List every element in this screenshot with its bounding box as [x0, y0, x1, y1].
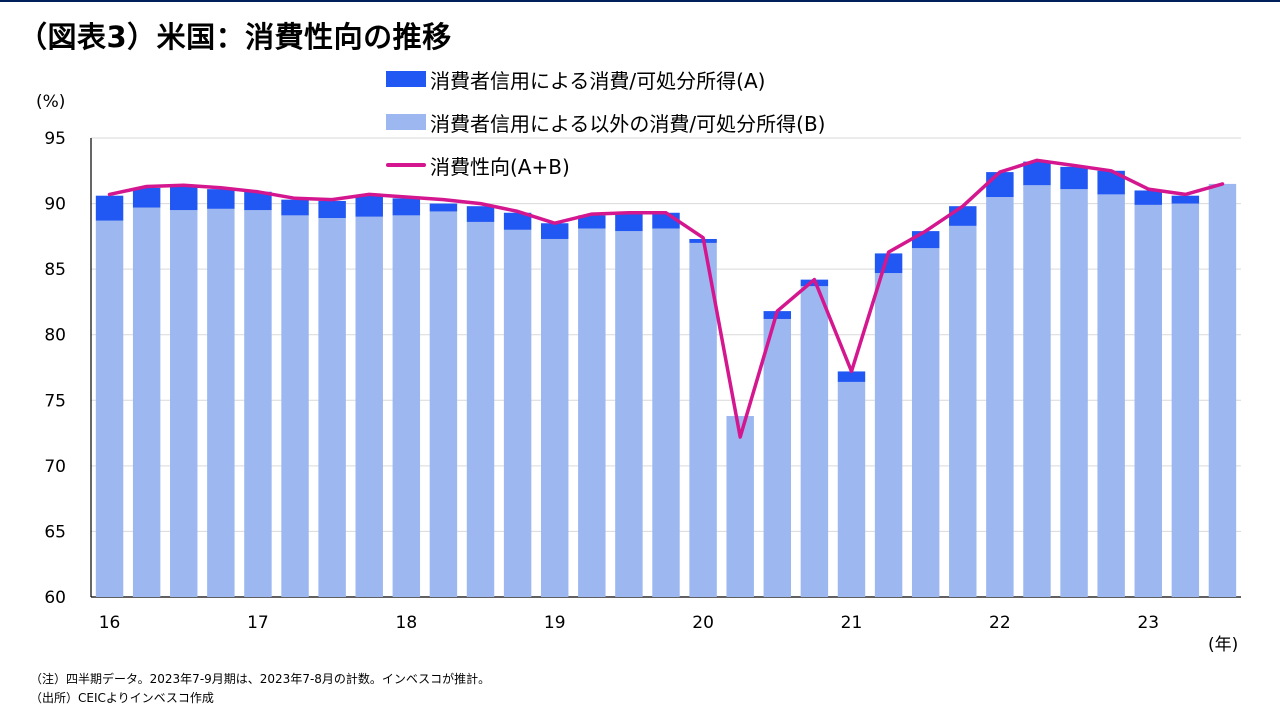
y-tick-label: 65 [44, 522, 66, 542]
bar-segment-b [1209, 184, 1236, 597]
legend-line-swatch [386, 163, 426, 167]
bar-segment-a [467, 206, 494, 222]
bar-segment-b [133, 208, 160, 597]
bar-segment-b [504, 230, 531, 597]
bar-segment-a [170, 185, 197, 210]
legend-swatch-a [386, 71, 426, 87]
legend-label-line: 消費性向(A+B) [430, 151, 570, 180]
bar-segment-b [726, 416, 753, 597]
legend-item-b: 消費者信用による以外の消費/可処分所得(B) [386, 107, 825, 137]
y-tick-label: 80 [44, 326, 66, 346]
footnote: （注）四半期データ。2023年7-9月期は、2023年7-8月の計数。インベスコ… [30, 670, 490, 687]
legend-item-a: 消費者信用による消費/可処分所得(A) [386, 64, 765, 94]
bar-segment-a [96, 196, 123, 221]
bar-segment-b [986, 197, 1013, 597]
x-tick-label: 19 [544, 613, 566, 633]
bar-segment-a [393, 198, 420, 215]
legend-label-a: 消費者信用による消費/可処分所得(A) [430, 65, 765, 94]
y-tick-label: 70 [44, 457, 66, 477]
bar-segment-b [541, 239, 568, 597]
bar-segment-b [949, 226, 976, 597]
bar-segment-b [615, 231, 642, 597]
bar-segment-b [764, 319, 791, 597]
x-tick-label: 17 [247, 613, 269, 633]
bar-segment-a [615, 213, 642, 231]
y-axis-unit: (%) [36, 92, 65, 112]
y-tick-label: 75 [44, 391, 66, 411]
bar-segment-b [1172, 204, 1199, 597]
y-tick-label: 90 [44, 195, 66, 215]
bar-segment-a [949, 206, 976, 226]
y-tick-label: 95 [44, 129, 66, 149]
bar-segment-b [1060, 189, 1087, 597]
x-tick-label: 21 [841, 613, 863, 633]
x-tick-label: 22 [989, 613, 1011, 633]
bar-segment-b [838, 382, 865, 597]
bar-segment-a [912, 231, 939, 248]
bar-segment-b [578, 228, 605, 597]
x-tick-label: 16 [99, 613, 121, 633]
x-tick-label: 18 [396, 613, 418, 633]
legend-swatch-b [386, 114, 426, 130]
bar-segment-b [1023, 185, 1050, 597]
bar-segment-b [393, 215, 420, 597]
bar-segment-b [170, 210, 197, 597]
bar-segment-a [1060, 167, 1087, 189]
bar-segment-b [801, 286, 828, 597]
bar-segment-b [1135, 205, 1162, 597]
bar-segment-a [356, 196, 383, 217]
y-tick-label: 85 [44, 260, 66, 280]
y-tick-label: 60 [44, 588, 66, 608]
bar-segment-a [1135, 190, 1162, 204]
bar-segment-b [96, 221, 123, 597]
bar-segment-b [244, 210, 271, 597]
x-axis-unit: (年) [1208, 630, 1238, 655]
source-note: （出所）CEICよりインベスコ作成 [30, 689, 214, 706]
bar-segment-b [912, 248, 939, 597]
bar-segment-a [133, 188, 160, 208]
bar-segment-b [430, 211, 457, 597]
bar-segment-a [1172, 196, 1199, 204]
bar-segment-a [207, 189, 234, 209]
bar-segment-a [986, 172, 1013, 197]
bar-segment-b [356, 217, 383, 597]
x-tick-label: 23 [1137, 613, 1159, 633]
bar-segment-a [541, 223, 568, 239]
bar-segment-b [652, 228, 679, 597]
bar-segment-a [318, 201, 345, 218]
legend-item-line: 消費性向(A+B) [386, 150, 570, 180]
bar-segment-b [875, 273, 902, 597]
bar-segment-b [318, 218, 345, 597]
bar-segment-a [281, 200, 308, 216]
bar-segment-b [207, 209, 234, 597]
legend-label-b: 消費者信用による以外の消費/可処分所得(B) [430, 108, 825, 137]
bar-segment-b [281, 215, 308, 597]
bar-segment-b [1097, 194, 1124, 597]
bar-segment-b [467, 222, 494, 597]
bar-segment-a [430, 204, 457, 212]
x-tick-label: 20 [692, 613, 714, 633]
